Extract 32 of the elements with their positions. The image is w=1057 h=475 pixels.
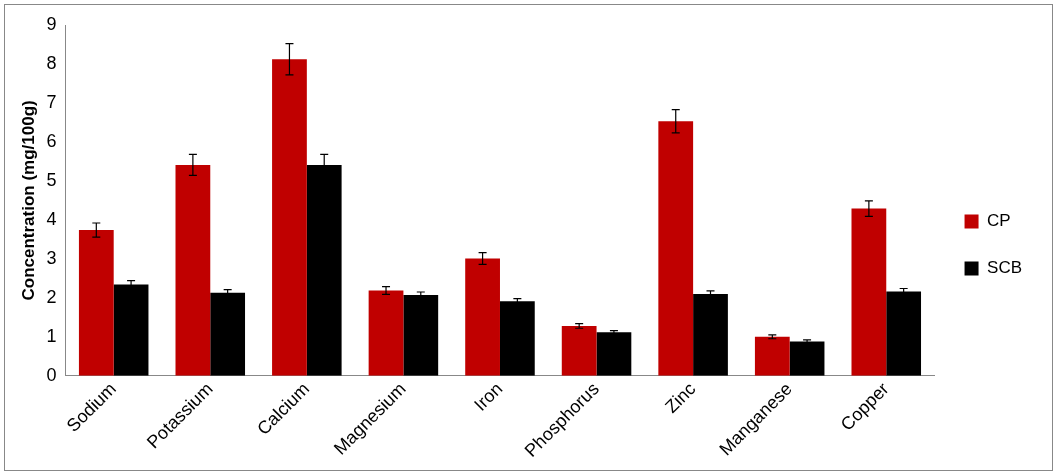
y-axis-title: Concentration (mg/100g) — [18, 100, 38, 301]
legend-label: CP — [987, 211, 1011, 231]
bar — [851, 208, 887, 376]
y-tick-label: 4 — [46, 208, 57, 229]
legend-label: SCB — [987, 258, 1023, 278]
x-tick-label: Zinc — [661, 378, 700, 417]
y-tick-label: 5 — [46, 169, 57, 190]
x-tick-label: Iron — [470, 378, 507, 415]
bar — [658, 121, 694, 376]
y-tick-label: 6 — [46, 130, 57, 151]
y-tick-label: 2 — [46, 286, 57, 307]
bar — [368, 290, 404, 376]
bar — [886, 291, 922, 376]
bar — [210, 292, 246, 376]
y-tick-label: 8 — [46, 52, 57, 73]
bar — [561, 325, 597, 376]
bar — [403, 295, 439, 376]
y-tick-label: 9 — [46, 13, 57, 34]
bar — [499, 301, 535, 376]
bar — [175, 164, 211, 376]
y-tick-label: 0 — [46, 364, 57, 385]
bar — [465, 258, 500, 376]
bar — [693, 293, 728, 376]
bar — [113, 284, 149, 376]
bar — [272, 59, 307, 376]
bar — [78, 230, 114, 376]
bar — [789, 341, 825, 376]
bar — [754, 336, 790, 376]
y-tick-label: 7 — [46, 91, 57, 112]
bar — [596, 332, 632, 376]
y-tick-label: 3 — [46, 247, 57, 268]
y-tick-label: 1 — [46, 325, 57, 346]
